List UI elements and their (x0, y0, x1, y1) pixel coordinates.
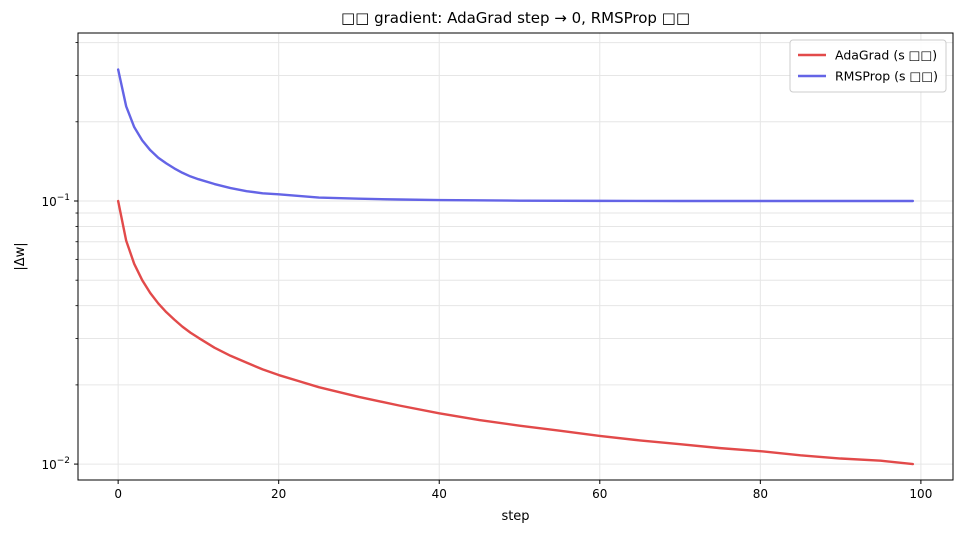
x-tick-label: 40 (432, 487, 447, 501)
series-layer (116, 68, 915, 466)
y-tick-base: 10 (41, 195, 56, 209)
y-tick-exponent: −2 (57, 456, 70, 466)
y-tick-label: 10−2 (41, 456, 70, 472)
y-axis-label: |Δw| (13, 242, 28, 270)
x-tick-label: 100 (909, 487, 932, 501)
series-line-1 (116, 68, 915, 203)
legend: AdaGrad (s □□) RMSProp (s □□) (789, 39, 947, 93)
y-tick-label: 10−1 (41, 193, 70, 209)
chart-title: □□ gradient: AdaGrad step → 0, RMSProp □… (341, 9, 690, 27)
x-tick-label: 60 (592, 487, 607, 501)
legend-box (789, 39, 947, 93)
plot-frame (77, 32, 954, 481)
y-tick-base: 10 (41, 458, 56, 472)
x-tick-label: 80 (753, 487, 768, 501)
x-tick-label: 20 (271, 487, 286, 501)
y-tick-exponent: −1 (57, 193, 70, 203)
grid (78, 33, 953, 480)
x-axis-label: step (501, 509, 529, 524)
legend-label-1: RMSProp (s □□) (835, 69, 938, 84)
x-tick-label: 0 (114, 487, 122, 501)
series-line-0 (116, 199, 915, 466)
legend-label-0: AdaGrad (s □□) (835, 48, 937, 63)
